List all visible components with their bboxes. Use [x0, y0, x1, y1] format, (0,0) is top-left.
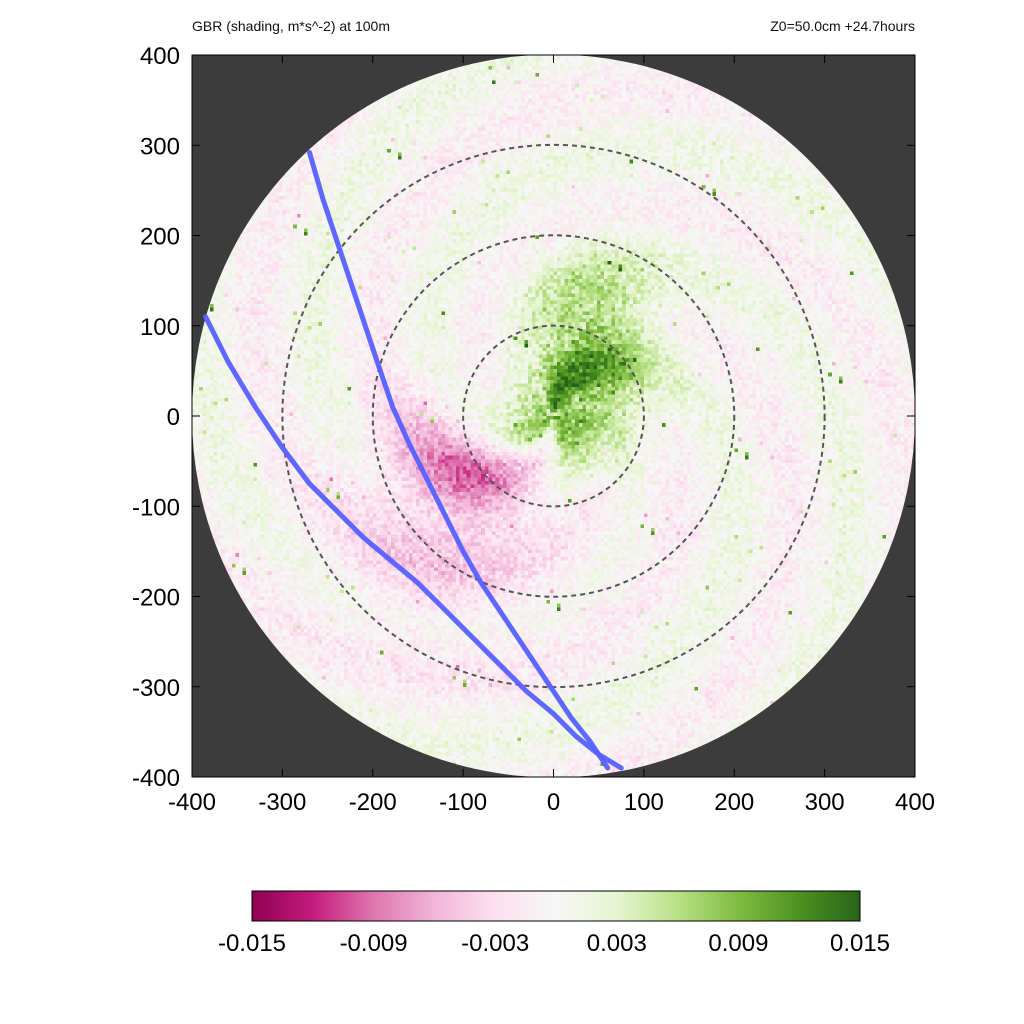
x-tick-label: 300 — [805, 789, 845, 816]
y-tick-label: 300 — [140, 133, 180, 160]
x-tick-label: -100 — [439, 789, 487, 816]
x-tick-label: 200 — [714, 789, 754, 816]
colorbar-tick-label: -0.015 — [218, 930, 286, 957]
colorbar: -0.015 -0.009 -0.003 0.003 0.009 0.015 — [218, 890, 890, 957]
colorbar-gradient — [251, 890, 861, 922]
track-line-2 — [203, 314, 624, 771]
x-tick-label: 0 — [547, 789, 560, 816]
x-tick-label: -200 — [349, 789, 397, 816]
x-tick-label: -400 — [168, 789, 216, 816]
x-tick-label: -300 — [258, 789, 306, 816]
gbr-shading — [192, 55, 915, 777]
y-tick-label: 0 — [167, 404, 180, 431]
y-tick-label: -200 — [132, 585, 180, 612]
x-tick-label: 400 — [895, 789, 935, 816]
range-ring-100 — [462, 324, 645, 508]
colorbar-tick-label: 0.003 — [587, 930, 647, 957]
x-tick-label: 100 — [624, 789, 664, 816]
chart-title: GBR (shading, m*s^-2) at 100m — [192, 18, 390, 34]
colorbar-tick-label: -0.009 — [340, 930, 408, 957]
chart-subtitle: Z0=50.0cm +24.7hours — [770, 18, 915, 34]
y-tick-label: 100 — [140, 314, 180, 341]
y-tick-label: -400 — [132, 765, 180, 792]
plot-area — [192, 55, 915, 777]
y-tick-label: -300 — [132, 675, 180, 702]
range-ring-200 — [371, 234, 736, 598]
y-tick-label: -100 — [132, 494, 180, 521]
colorbar-tick-label: -0.003 — [461, 930, 529, 957]
y-tick-label: 400 — [140, 43, 180, 70]
y-tick-label: 200 — [140, 224, 180, 251]
colorbar-tick-label: 0.009 — [708, 930, 768, 957]
track-line-1 — [306, 149, 611, 771]
axes: -400 -300 -200 -100 0 100 200 300 400 -400 -300 -20… — [132, 43, 935, 816]
colorbar-tick-label: 0.015 — [830, 930, 890, 957]
